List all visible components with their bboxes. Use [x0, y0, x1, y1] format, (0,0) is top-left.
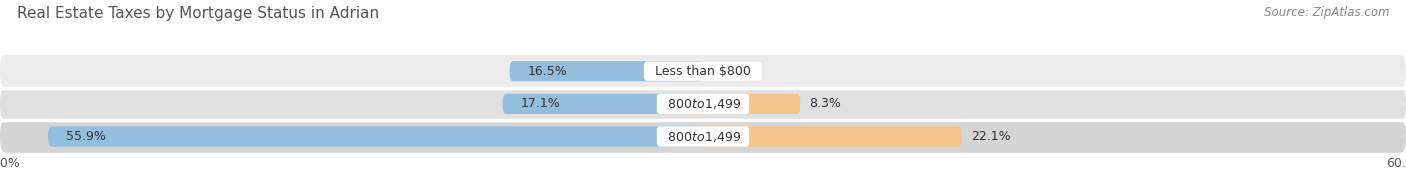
Text: Real Estate Taxes by Mortgage Status in Adrian: Real Estate Taxes by Mortgage Status in …: [17, 6, 380, 21]
FancyBboxPatch shape: [0, 88, 1406, 120]
FancyBboxPatch shape: [703, 126, 962, 147]
Text: 8.3%: 8.3%: [810, 97, 842, 110]
FancyBboxPatch shape: [703, 94, 800, 114]
Text: 16.5%: 16.5%: [527, 65, 567, 78]
FancyBboxPatch shape: [48, 126, 703, 147]
Text: 55.9%: 55.9%: [66, 130, 105, 143]
Text: 0.0%: 0.0%: [713, 65, 744, 78]
Text: Source: ZipAtlas.com: Source: ZipAtlas.com: [1264, 6, 1389, 19]
FancyBboxPatch shape: [0, 55, 1406, 88]
Legend: Without Mortgage, With Mortgage: Without Mortgage, With Mortgage: [569, 194, 837, 196]
Text: Less than $800: Less than $800: [647, 65, 759, 78]
Text: $800 to $1,499: $800 to $1,499: [659, 130, 747, 143]
FancyBboxPatch shape: [0, 120, 1406, 153]
FancyBboxPatch shape: [503, 94, 703, 114]
FancyBboxPatch shape: [510, 61, 703, 81]
Text: 17.1%: 17.1%: [520, 97, 560, 110]
Text: $800 to $1,499: $800 to $1,499: [659, 97, 747, 111]
Text: 22.1%: 22.1%: [972, 130, 1011, 143]
